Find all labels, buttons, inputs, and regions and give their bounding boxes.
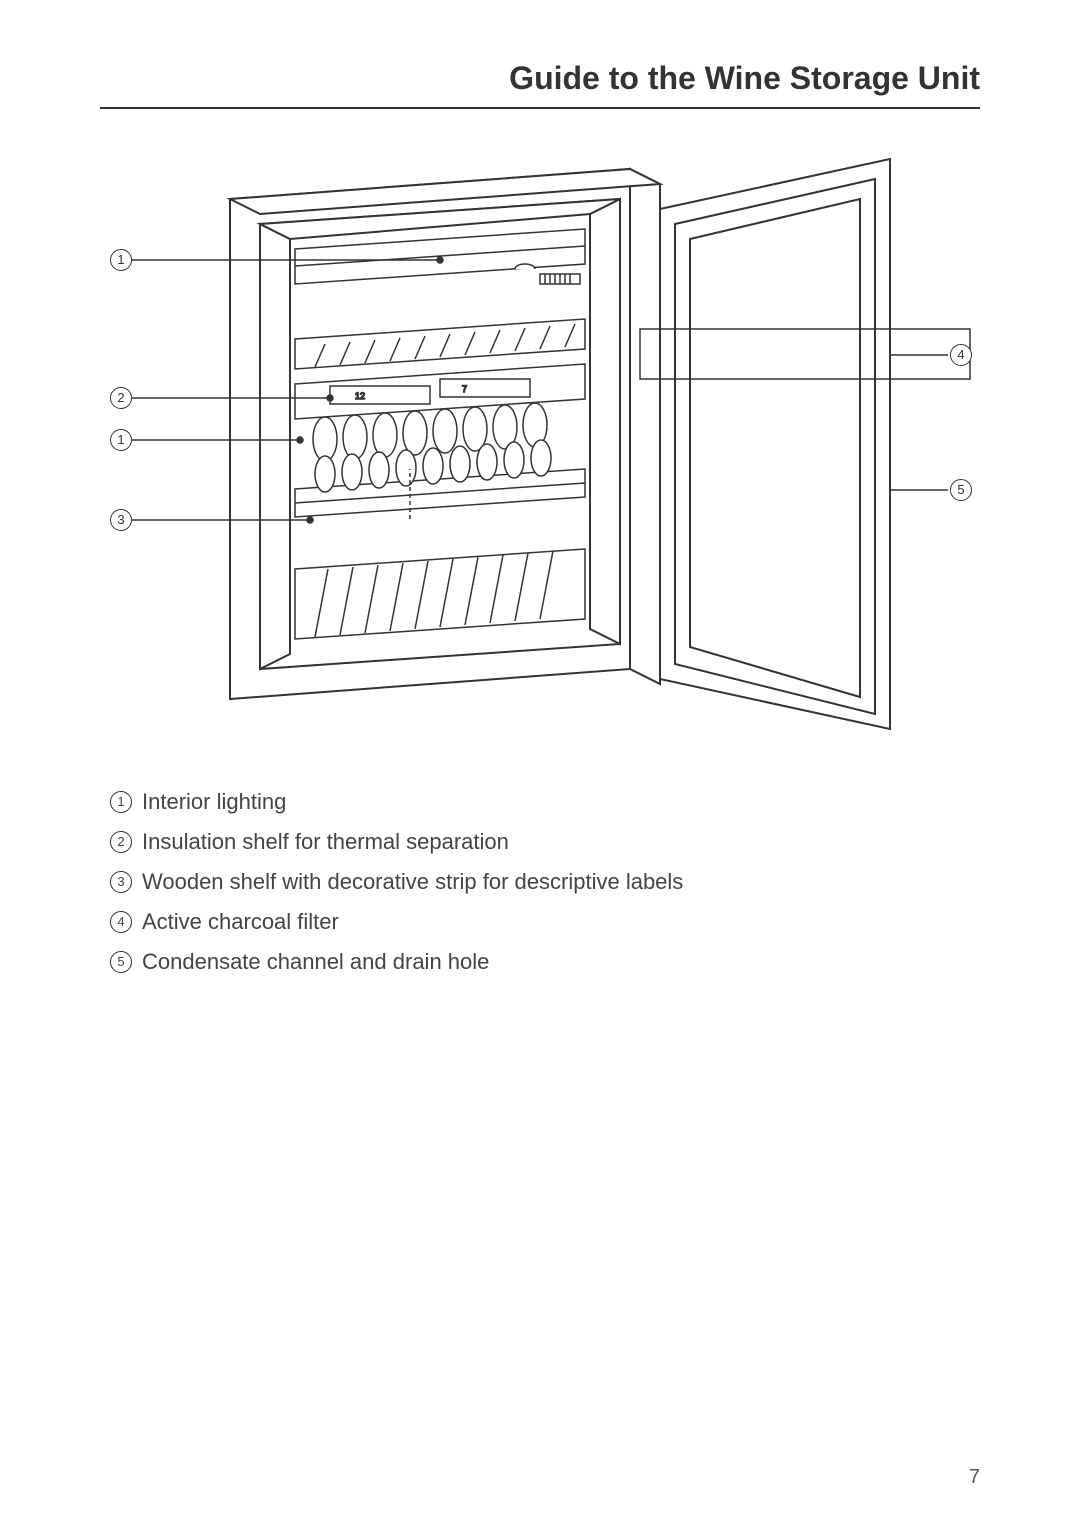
legend-text: Wooden shelf with decorative strip for d…	[142, 869, 683, 895]
legend-num: 5	[110, 951, 132, 973]
callout-1a: 1	[110, 249, 132, 271]
callout-3: 3	[110, 509, 132, 531]
page-title: Guide to the Wine Storage Unit	[100, 60, 980, 109]
svg-text:12: 12	[355, 391, 365, 401]
callout-1b: 1	[110, 429, 132, 451]
diagram-svg: 12 7	[100, 149, 980, 749]
legend-num: 4	[110, 911, 132, 933]
legend-num: 2	[110, 831, 132, 853]
wine-unit-diagram: 12 7	[100, 149, 980, 749]
page-number: 7	[969, 1466, 980, 1489]
legend-num: 3	[110, 871, 132, 893]
legend-item: 1 Interior lighting	[110, 789, 980, 815]
legend-text: Condensate channel and drain hole	[142, 949, 489, 975]
page-container: Guide to the Wine Storage Unit	[0, 0, 1080, 1029]
callout-5: 5	[950, 479, 972, 501]
legend-text: Interior lighting	[142, 789, 286, 815]
legend-text: Active charcoal filter	[142, 909, 339, 935]
svg-text:7: 7	[462, 384, 467, 394]
callout-4: 4	[950, 344, 972, 366]
legend-item: 5 Condensate channel and drain hole	[110, 949, 980, 975]
callout-2: 2	[110, 387, 132, 409]
legend-item: 4 Active charcoal filter	[110, 909, 980, 935]
legend-list: 1 Interior lighting 2 Insulation shelf f…	[100, 789, 980, 975]
legend-num: 1	[110, 791, 132, 813]
legend-item: 3 Wooden shelf with decorative strip for…	[110, 869, 980, 895]
legend-text: Insulation shelf for thermal separation	[142, 829, 509, 855]
legend-item: 2 Insulation shelf for thermal separatio…	[110, 829, 980, 855]
